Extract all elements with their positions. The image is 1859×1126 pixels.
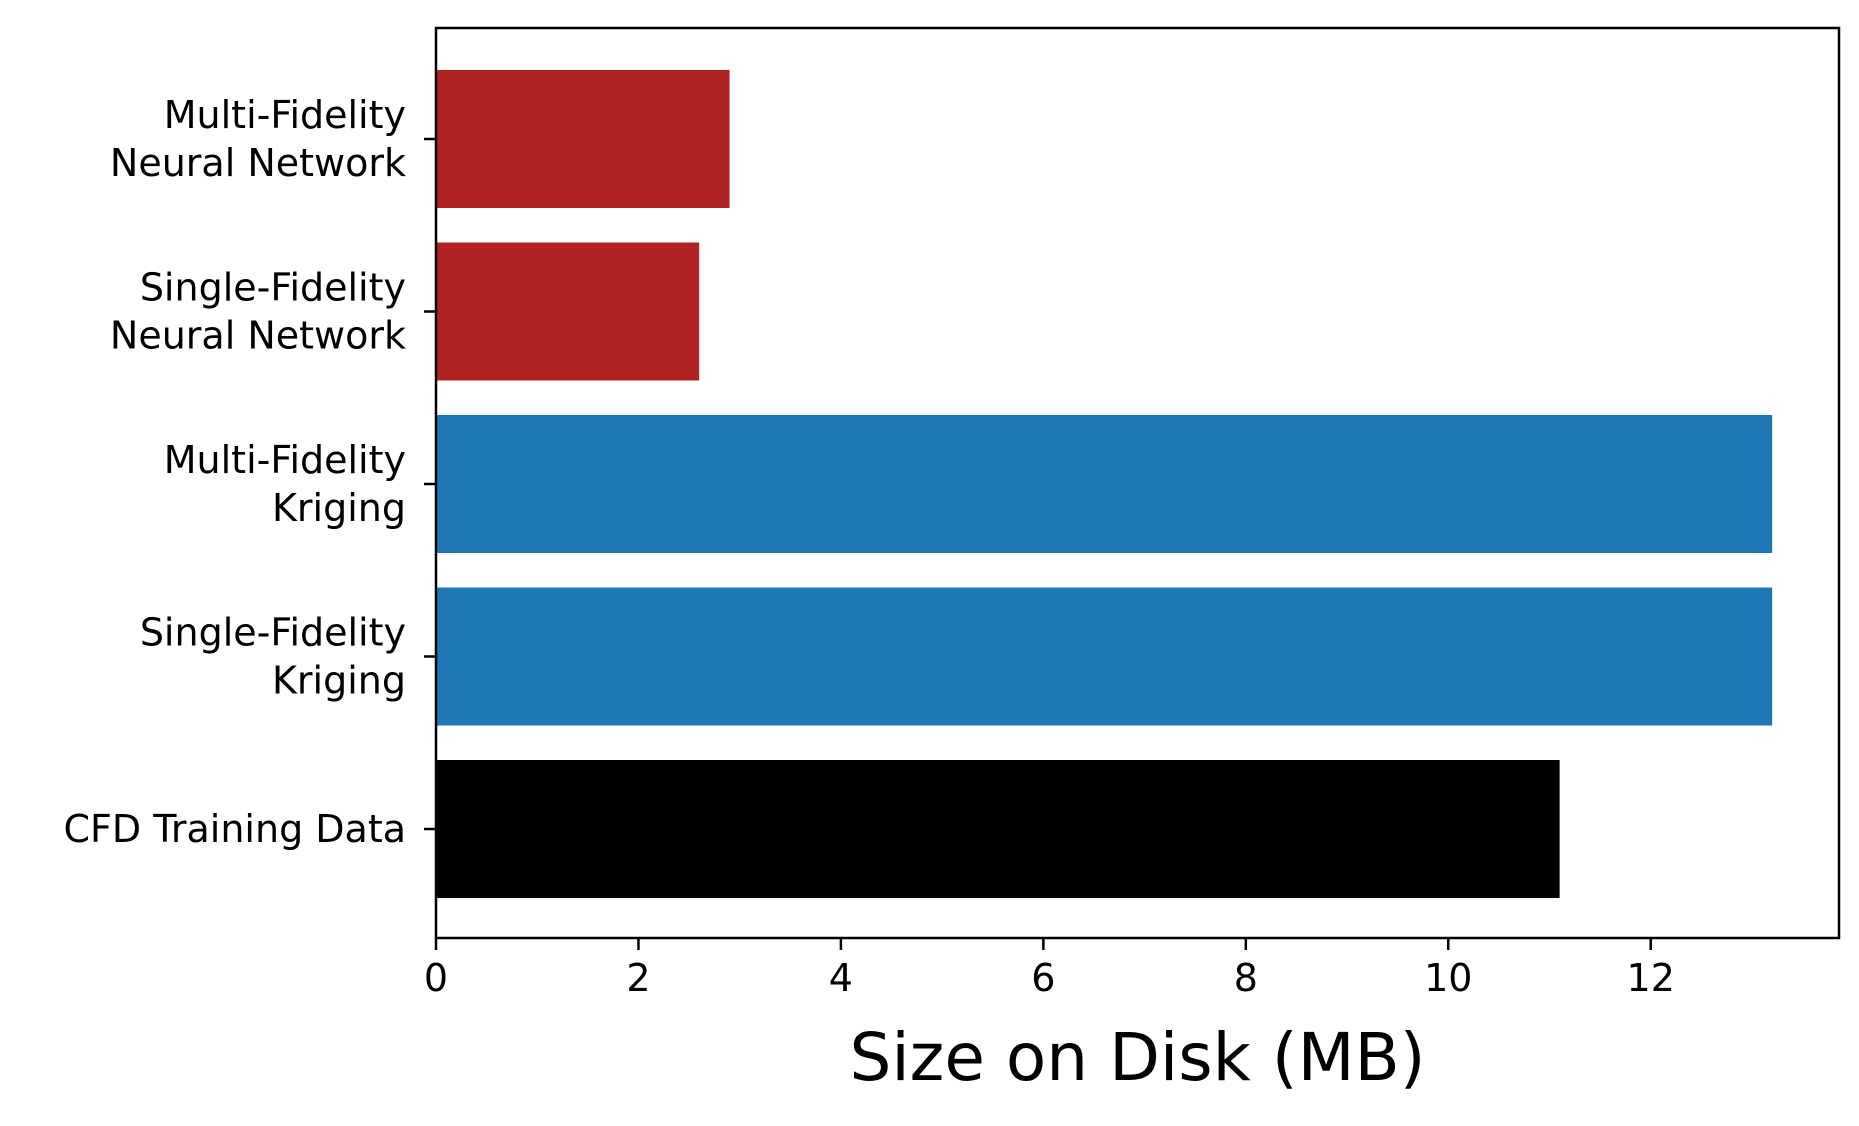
y-tick-label: Multi-Fidelity Neural Network (110, 93, 406, 185)
y-tick-label: CFD Training Data (64, 807, 406, 851)
x-tick-label: 10 (1424, 956, 1472, 1000)
y-tick-label: Multi-Fidelity Kriging (164, 438, 406, 530)
x-tick-label: 8 (1234, 956, 1258, 1000)
x-axis-title: Size on Disk (MB) (849, 1019, 1425, 1096)
bar (436, 415, 1773, 553)
y-tick-label: Single-Fidelity Kriging (140, 611, 406, 703)
bar (436, 242, 700, 381)
x-axis-ticks: 0 2 4 6 8 10 12 (424, 938, 1675, 1000)
bars-layer (436, 70, 1773, 898)
bar (436, 587, 1773, 726)
x-tick-label: 6 (1031, 956, 1055, 1000)
x-tick-label: 2 (626, 956, 650, 1000)
x-tick-label: 12 (1627, 956, 1675, 1000)
y-tick-label: Single-Fidelity Neural Network (110, 266, 406, 358)
bar (436, 70, 730, 208)
x-tick-label: 4 (829, 956, 853, 1000)
bar (436, 760, 1560, 898)
x-tick-label: 0 (424, 956, 448, 1000)
y-axis-ticks: Multi-Fidelity Neural Network Single-Fidel… (64, 93, 436, 851)
